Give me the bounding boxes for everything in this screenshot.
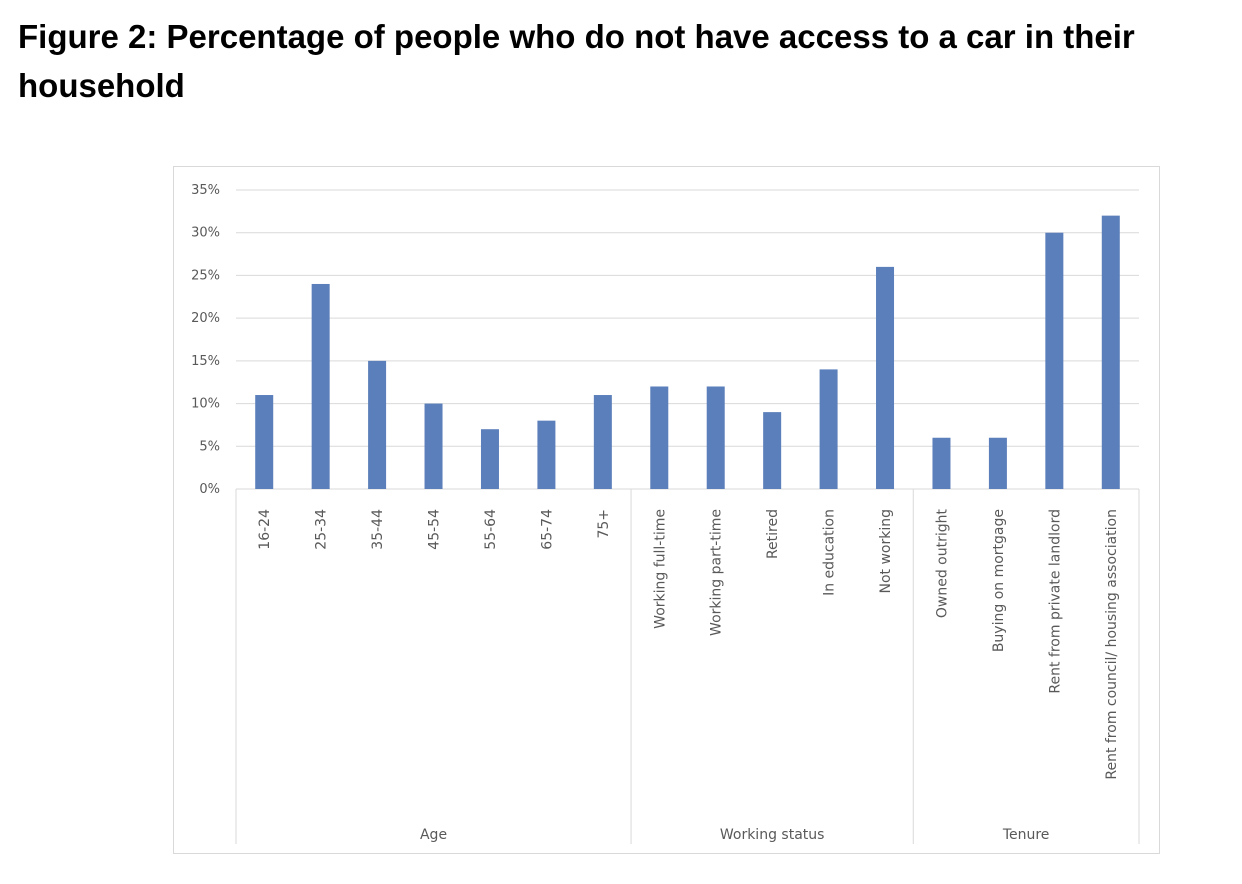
bar	[650, 386, 669, 489]
y-tick-label: 15%	[191, 354, 220, 369]
bar	[368, 360, 387, 489]
group-label: Tenure	[1002, 827, 1050, 843]
y-tick-label: 30%	[191, 226, 220, 241]
x-category-label: Retired	[765, 509, 781, 559]
bar	[1101, 215, 1120, 489]
group-label: Working status	[720, 827, 825, 843]
x-category-label: Owned outright	[934, 508, 950, 618]
y-tick-label: 20%	[191, 311, 220, 326]
bar	[424, 403, 443, 489]
x-category-label: In education	[822, 509, 838, 596]
bar	[480, 429, 499, 489]
bar	[988, 437, 1007, 489]
bar	[537, 420, 556, 489]
x-category-label: 16-24	[257, 509, 273, 550]
x-category-label: Working full-time	[652, 509, 668, 629]
bar	[763, 412, 782, 489]
y-tick-label: 35%	[191, 183, 220, 198]
x-category-label: 75+	[596, 509, 612, 539]
x-category-label: 35-44	[370, 509, 386, 550]
x-category-label: Working part-time	[709, 509, 725, 636]
x-category-label: Not working	[878, 509, 894, 594]
bar	[255, 395, 274, 489]
x-category-label: Buying on mortgage	[991, 509, 1007, 652]
figure-title: Figure 2: Percentage of people who do no…	[18, 18, 1135, 104]
x-category-label: 65-74	[539, 509, 555, 550]
bar	[819, 369, 838, 489]
y-tick-label: 25%	[191, 268, 220, 283]
bar-chart: 0% 5% 10% 15% 20% 25% 30% 35% Age Working status T…	[191, 183, 1140, 844]
x-category-label: Rent from private landlord	[1047, 509, 1063, 694]
x-category-label: 55-64	[483, 509, 499, 550]
x-category-label: 45-54	[427, 509, 443, 550]
bar	[593, 395, 612, 489]
y-tick-label: 10%	[191, 397, 220, 412]
y-tick-label: 0%	[199, 482, 220, 497]
y-tick-label: 5%	[199, 439, 220, 454]
x-category-label: 25-34	[314, 509, 330, 550]
bar	[876, 266, 895, 489]
chart-area: 0% 5% 10% 15% 20% 25% 30% 35% Age Working status T…	[173, 166, 1160, 854]
bar	[706, 386, 725, 489]
bar	[1045, 232, 1064, 489]
bar	[311, 283, 330, 489]
group-label: Age	[420, 827, 447, 843]
x-category-label: Rent from council/ housing association	[1104, 509, 1120, 780]
bar	[932, 437, 951, 489]
